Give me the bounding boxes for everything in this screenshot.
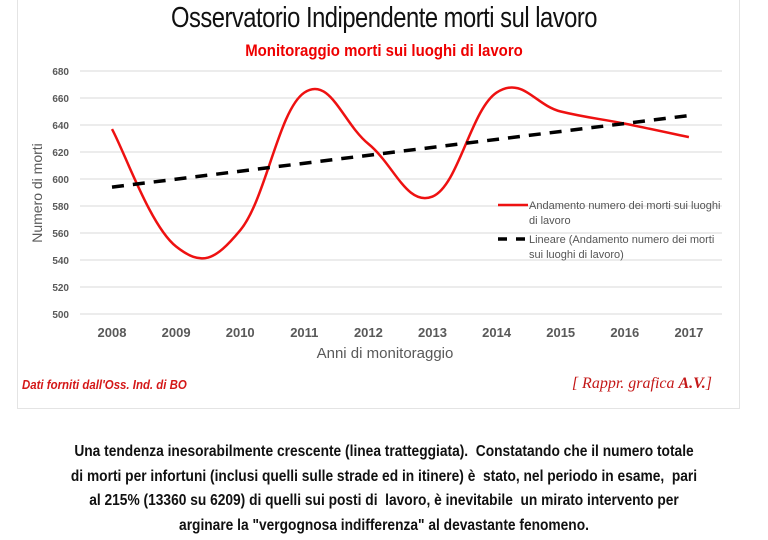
x-tick-label: 2009 <box>162 325 191 340</box>
caption-line: al 215% (13360 su 6209) di quelli sui po… <box>89 492 679 509</box>
x-tick-label: 2011 <box>290 325 318 340</box>
caption-line: di morti per infortuni (inclusi quelli s… <box>70 467 698 485</box>
caption-line: Una tendenza inesorabilmente crescente (… <box>74 443 694 460</box>
chart-title: Osservatorio Indipendente morti sul lavo… <box>170 2 598 34</box>
graphic-credit: [ Rappr. grafica A.V.] <box>572 375 712 393</box>
y-tick-label: 540 <box>52 256 69 267</box>
y-tick-label: 560 <box>52 229 69 240</box>
legend-label: di lavoro <box>529 215 571 227</box>
credit-suffix: ] <box>705 375 712 392</box>
legend: Andamento numero dei morti sui luoghi di … <box>498 200 720 261</box>
y-tick-label: 640 <box>52 121 69 132</box>
y-tick-label: 580 <box>52 202 69 213</box>
deaths-series-line <box>110 86 690 260</box>
credit-signature: A.V. <box>678 375 706 392</box>
x-tick-label: 2013 <box>418 325 447 340</box>
gridlines <box>80 70 722 315</box>
series-layer <box>110 86 690 260</box>
y-tick-label: 620 <box>52 148 69 159</box>
x-axis-label: Anni di monitoraggio <box>317 345 454 362</box>
x-tick-label: 2014 <box>482 325 512 340</box>
data-source-note: Dati forniti dall'Oss. Ind. di BO <box>22 377 187 392</box>
y-tick-label: 520 <box>52 283 69 294</box>
y-tick-label: 500 <box>52 310 69 321</box>
legend-label: Lineare (Andamento numero dei morti <box>529 234 714 246</box>
caption-paragraph: Una tendenza inesorabilmente crescente (… <box>0 440 768 538</box>
x-tick-label: 2016 <box>610 325 639 340</box>
caption-line: arginare la "vergognosa indifferenza" al… <box>179 516 589 534</box>
x-tick-label: 2010 <box>226 325 255 340</box>
x-tick-labels: 2008 2009 2010 2011 2012 2013 2014 2015 2016 2017 <box>98 325 704 340</box>
x-tick-label: 2012 <box>354 325 383 340</box>
chart-subtitle: Monitoraggio morti sui luoghi di lavoro <box>245 41 523 60</box>
chart-card <box>17 0 740 409</box>
legend-label: Andamento numero dei morti sui luoghi <box>529 200 720 212</box>
legend-label: sui luoghi di lavoro) <box>529 249 624 261</box>
y-tick-label: 600 <box>52 175 69 186</box>
x-tick-label: 2017 <box>674 325 703 340</box>
trendline-series <box>111 113 690 189</box>
y-tick-labels: 500 520 540 560 580 600 620 640 660 680 <box>52 67 69 321</box>
y-tick-label: 660 <box>52 94 69 105</box>
credit-prefix: [ Rappr. grafica <box>571 375 679 392</box>
x-tick-label: 2015 <box>546 325 575 340</box>
x-tick-label: 2008 <box>98 325 127 340</box>
y-axis-label: Numero di morti <box>29 143 45 243</box>
y-tick-label: 680 <box>52 67 69 78</box>
